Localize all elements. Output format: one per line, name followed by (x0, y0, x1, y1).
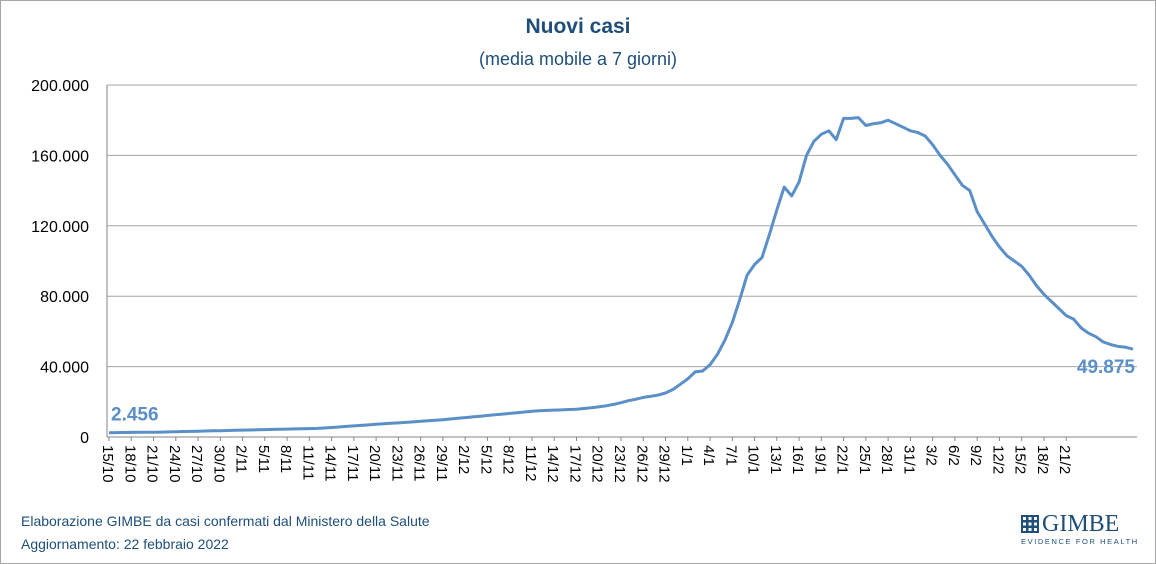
x-tick-label: 30/10 (210, 445, 227, 483)
x-tick-label: 21/2 (1056, 445, 1073, 474)
x-tick-label: 13/1 (767, 445, 784, 474)
x-tick-label: 18/2 (1034, 445, 1051, 474)
series-line (108, 116, 1134, 435)
x-tick-label: 17/11 (344, 445, 361, 481)
x-tick-label: 29/12 (656, 445, 673, 483)
x-tick-label: 8/12 (500, 445, 517, 474)
x-tick-label: 29/11 (433, 445, 450, 481)
y-tick-label: 160.000 (31, 148, 89, 165)
x-tick-label: 4/1 (700, 445, 717, 466)
y-tick-label: 200.000 (31, 78, 89, 95)
x-tick-label: 1/1 (678, 445, 695, 466)
x-tick-label: 12/2 (989, 445, 1006, 474)
x-tick-label: 26/11 (411, 445, 428, 481)
x-tick-label: 15/2 (1012, 445, 1029, 474)
x-tick-label: 14/11 (322, 445, 339, 481)
x-tick-label: 17/12 (566, 445, 583, 483)
x-tick-label: 20/11 (366, 445, 383, 481)
chart-subtitle: (media mobile a 7 giorni) (478, 49, 678, 69)
x-tick-label: 28/1 (878, 445, 895, 474)
x-tick-label: 2/12 (455, 445, 472, 474)
x-tick-label: 11/12 (522, 445, 539, 481)
y-tick-label: 120.000 (31, 219, 89, 236)
chart-title: Nuovi casi (525, 15, 631, 38)
last-value-label: 49.875 (1077, 357, 1136, 378)
x-tick-label: 11/11 (299, 445, 316, 480)
x-tick-label: 26/12 (633, 445, 650, 483)
x-tick-label: 2/11 (233, 445, 250, 473)
x-tick-label: 3/2 (923, 445, 940, 466)
x-tick-label: 10/1 (745, 445, 762, 474)
x-tick-label: 8/11 (277, 445, 294, 473)
x-tick-label: 25/1 (856, 445, 873, 474)
gimbe-grid-icon (1021, 515, 1039, 533)
x-tick-label: 15/10 (99, 445, 116, 483)
line-chart: 0 40.000 80.000 120.000 160.000 200.000 15/10 1… (31, 78, 1137, 483)
y-tick-label: 80.000 (40, 289, 89, 306)
y-tick-label: 40.000 (40, 360, 89, 377)
x-tick-label: 6/2 (945, 445, 962, 466)
x-tick-label: 16/1 (789, 445, 806, 474)
x-tick-label: 5/12 (477, 445, 494, 474)
footer-source: Elaborazione GIMBE da casi confermati da… (21, 513, 430, 529)
x-tick-label: 18/10 (121, 445, 138, 483)
x-tick-label: 27/10 (188, 445, 205, 483)
y-tick-label: 0 (80, 430, 89, 447)
x-tick-label: 19/1 (811, 445, 828, 474)
first-value-label: 2.456 (111, 405, 159, 426)
gimbe-logo: GIMBE EVIDENCE FOR HEALTH (1021, 511, 1139, 550)
x-tick-label: 21/10 (144, 445, 161, 483)
x-tick-label: 31/1 (900, 445, 917, 474)
x-tick-label: 23/12 (611, 445, 628, 483)
x-tick-label: 20/12 (589, 445, 606, 483)
x-tick-label: 22/1 (834, 445, 851, 474)
logo-wordmark: GIMBE (1042, 511, 1120, 537)
x-tick-label: 7/1 (722, 445, 739, 466)
x-tick-label: 9/2 (967, 445, 984, 466)
x-tick-label: 14/12 (544, 445, 561, 483)
x-tick-label: 24/10 (166, 445, 183, 483)
x-tick-label: 23/11 (388, 445, 405, 481)
logo-tagline: EVIDENCE FOR HEALTH (1021, 537, 1139, 546)
footer-update: Aggiornamento: 22 febbraio 2022 (21, 536, 229, 552)
x-tick-label: 5/11 (255, 445, 272, 473)
